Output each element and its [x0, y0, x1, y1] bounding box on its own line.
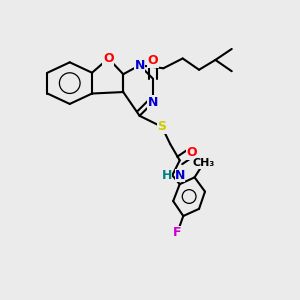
Text: H: H [162, 169, 172, 182]
Text: CH₃: CH₃ [192, 158, 214, 168]
Text: F: F [173, 226, 182, 239]
Text: S: S [158, 120, 166, 133]
Text: O: O [103, 52, 114, 65]
Text: O: O [186, 146, 197, 159]
Text: N: N [134, 59, 145, 72]
Text: O: O [148, 54, 158, 67]
Text: N: N [148, 96, 158, 109]
Text: N: N [175, 169, 185, 182]
